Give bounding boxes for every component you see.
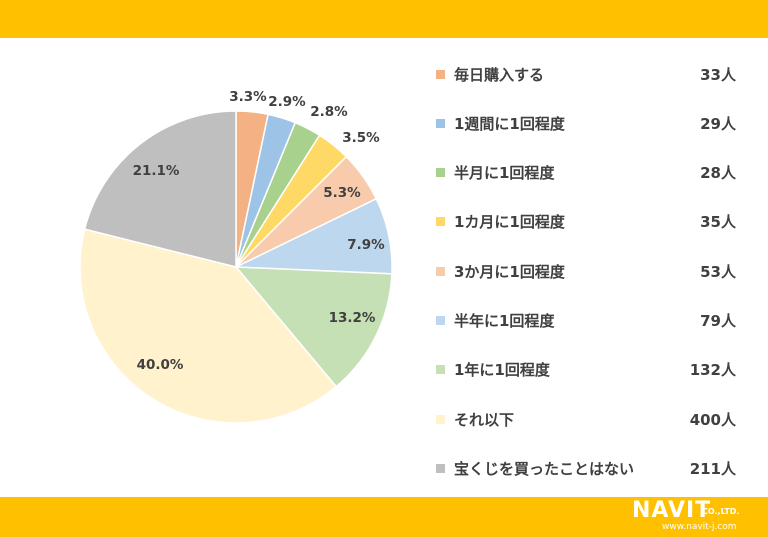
legend-count: 132人 — [689, 361, 736, 380]
legend-label: 毎日購入する — [454, 65, 545, 84]
legend-item: 半年に1回程度 79人 — [436, 309, 756, 333]
legend-count: 211人 — [689, 459, 736, 478]
legend-swatch — [436, 463, 445, 473]
legend-label: それ以下 — [454, 410, 515, 429]
legend-item: 半月に1回程度 28人 — [436, 161, 756, 185]
slice-percent-label: 3.3% — [229, 89, 267, 105]
slice-percent-label: 3.5% — [342, 130, 380, 146]
legend-label: 1カ月に1回程度 — [454, 213, 565, 232]
legend-count: 400人 — [689, 410, 736, 429]
legend-label: 1年に1回程度 — [454, 361, 550, 380]
legend-swatch — [436, 217, 445, 227]
pie-slice — [234, 266, 393, 388]
navit-logo: NAVIT CO.,LTD. www.navit-j.com — [632, 500, 760, 534]
pie-slice — [83, 110, 237, 268]
pie-chart: 3.3% 2.9%2.8% 3.5% 5.3% 7.9% 13.2% 40.0% 21.1% — [79, 89, 393, 424]
slice-percent-label: 5.3% — [323, 185, 361, 201]
legend-item: 1カ月に1回程度 35人 — [436, 210, 756, 234]
legend-swatch — [436, 316, 445, 325]
legend-swatch — [436, 118, 445, 128]
legend-count: 33人 — [700, 65, 736, 84]
top-band — [0, 0, 768, 38]
slice-percent-label: 2.9% — [268, 94, 306, 110]
slice-percent-label: 2.8% — [310, 104, 348, 120]
legend-item: 1週間に1回程度 29人 — [436, 111, 756, 135]
legend-item: 1年に1回程度 132人 — [436, 358, 756, 382]
pie-slice — [79, 228, 338, 424]
legend-label: 宝くじを買ったことはない — [454, 459, 635, 478]
slice-percent-label: 40.0% — [137, 357, 184, 373]
legend-swatch — [436, 365, 445, 375]
legend-label: 半年に1回程度 — [454, 312, 555, 330]
slice-percent-label: 21.1% — [133, 163, 180, 179]
legend-label: 3か月に1回程度 — [454, 262, 565, 281]
legend-count: 53人 — [700, 262, 736, 281]
legend-count: 28人 — [700, 164, 736, 183]
legend-count: 35人 — [700, 213, 736, 232]
legend-count: 79人 — [700, 312, 736, 330]
legend-item: それ以下 400人 — [436, 407, 756, 431]
legend-label: 半月に1回程度 — [454, 164, 555, 183]
slice-percent-label: 7.9% — [347, 237, 385, 253]
legend-item: 宝くじを買ったことはない 211人 — [436, 456, 756, 480]
logo-suffix: CO.,LTD. — [702, 507, 740, 516]
legend-item: 毎日購入する 33人 — [436, 62, 756, 86]
legend-count: 29人 — [700, 114, 736, 133]
legend-label: 1週間に1回程度 — [454, 114, 565, 133]
legend-swatch — [436, 69, 445, 79]
legend-swatch — [436, 266, 445, 276]
legend-swatch — [436, 414, 445, 424]
legend-item: 3か月に1回程度 53人 — [436, 259, 756, 283]
bottom-band — [0, 497, 768, 537]
slice-percent-label: 13.2% — [329, 310, 376, 326]
logo-name: NAVIT — [632, 498, 712, 523]
logo-url: www.navit-j.com — [662, 522, 737, 532]
legend-swatch — [436, 168, 445, 178]
